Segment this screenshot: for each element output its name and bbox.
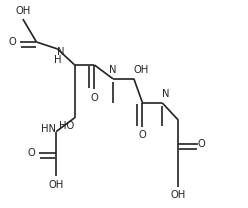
Text: OH: OH xyxy=(49,180,64,190)
Text: N: N xyxy=(109,65,117,75)
Text: O: O xyxy=(28,148,35,158)
Text: HO: HO xyxy=(60,121,75,131)
Text: OH: OH xyxy=(134,65,149,75)
Text: N: N xyxy=(162,89,170,99)
Text: H: H xyxy=(54,55,62,65)
Text: O: O xyxy=(198,139,206,149)
Text: N: N xyxy=(57,47,64,57)
Text: HN: HN xyxy=(41,124,56,134)
Text: O: O xyxy=(91,93,98,103)
Text: OH: OH xyxy=(171,190,186,200)
Text: OH: OH xyxy=(15,6,31,16)
Text: O: O xyxy=(9,37,17,47)
Text: O: O xyxy=(139,130,146,140)
